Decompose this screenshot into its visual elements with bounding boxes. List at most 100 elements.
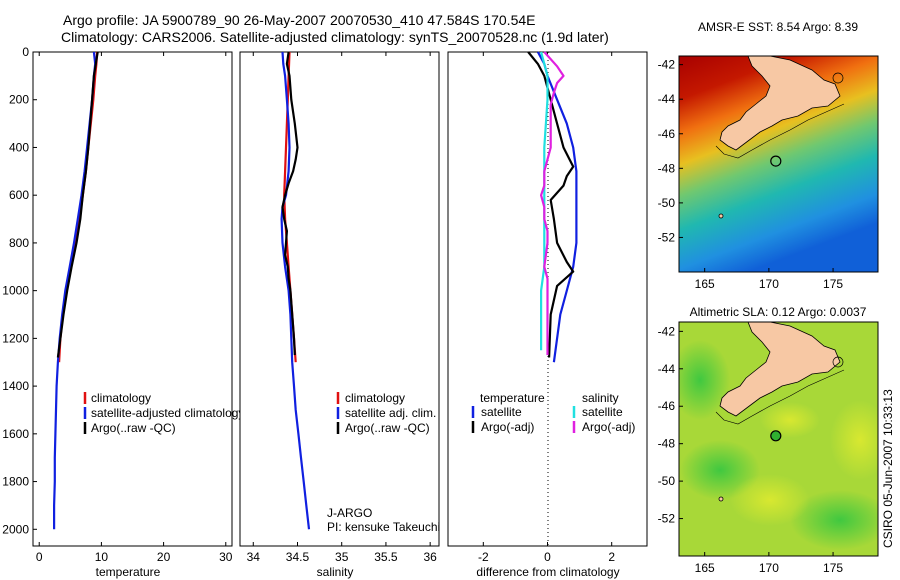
new-zealand-land (719, 322, 841, 417)
x-tick-label: 35.5 (374, 550, 398, 564)
y-tick-label: 1200 (2, 331, 29, 345)
depth-axis: 0 200 400 600 800 1000 1200 1400 1600 1800 2000 (2, 45, 37, 536)
sla-anomaly (830, 400, 878, 480)
small-island (718, 496, 724, 502)
sst-map-frame (678, 55, 879, 273)
legend-label-argo: Argo(..raw -QC) (345, 421, 430, 435)
salinity-legend: climatology satellite adj. clim. Argo(..… (336, 391, 436, 435)
temperature-panel: 0 200 400 600 800 1000 1200 1400 1600 1800 2000 0 1… (2, 45, 244, 579)
legend-label-climatology: climatology (91, 391, 151, 405)
sla-anomaly (760, 402, 820, 438)
legend-label-sal-argo: Argo(-adj) (582, 420, 635, 434)
sla-map-lat-axis: -42 -44 -46 -48 -50 -52 (658, 324, 683, 526)
sla-map-lon-axis: 165 170 175 (695, 552, 843, 575)
lat-tick-label: -46 (658, 127, 676, 141)
legend-label-satellite-adjusted: satellite-adjusted climatology (91, 406, 244, 420)
difference-axis-label: difference from climatology (476, 565, 619, 579)
y-tick-label: 1000 (2, 284, 29, 298)
lon-tick-label: 165 (695, 561, 715, 575)
legend-label-argo: Argo(..raw -QC) (91, 421, 176, 435)
shelf-contour (715, 103, 845, 159)
x-tick-label: 30 (219, 550, 233, 564)
lon-tick-label: 175 (823, 561, 843, 575)
y-tick-label: 1800 (2, 475, 29, 489)
temperature-axis: 0 10 20 30 (36, 52, 233, 564)
y-tick-label: 600 (9, 188, 29, 202)
lat-tick-label: -50 (658, 474, 676, 488)
lat-tick-label: -46 (658, 399, 676, 413)
x-tick-label: 34.5 (286, 550, 310, 564)
sla-map-frame (678, 321, 879, 557)
lat-tick-label: -50 (658, 196, 676, 210)
x-tick-label: 2 (608, 550, 615, 564)
y-tick-label: 800 (9, 236, 29, 250)
lat-tick-label: -42 (658, 324, 676, 338)
salinity-axis: 34 34.5 35 35.5 36 (247, 52, 437, 564)
lat-tick-label: -44 (658, 362, 676, 376)
series-line-salinity-argo-adj (540, 51, 565, 356)
legend-header-salinity: salinity (582, 391, 619, 405)
series-line-temperature-satellite (536, 51, 578, 363)
lon-tick-label: 175 (823, 277, 843, 291)
credit-agency: J-ARGO (327, 506, 372, 520)
sst-map-lat-axis: -42 -44 -46 -48 -50 -52 (658, 58, 683, 244)
temperature-legend: climatology satellite-adjusted climatolo… (83, 391, 244, 435)
x-tick-label: 36 (423, 550, 437, 564)
y-tick-label: 1600 (2, 427, 29, 441)
timestamp-label: CSIRO 05-Jun-2007 10:33:13 (881, 389, 895, 548)
sst-map: AMSR-E SST: 8.54 Argo: 8.39 165 170 175 -4… (658, 20, 879, 291)
salinity-panel: 34 34.5 35 35.5 36 salinity climatology sate… (239, 51, 440, 579)
x-tick-label: 20 (157, 550, 171, 564)
sla-anomaly (730, 474, 810, 526)
argo-location-marker (770, 155, 782, 167)
y-tick-label: 0 (22, 45, 29, 59)
series-line-argo-raw-qc (56, 51, 99, 358)
argo-location-marker (770, 430, 782, 442)
lon-tick-label: 170 (759, 561, 779, 575)
sla-anomaly (790, 490, 878, 550)
sst-map-title: AMSR-E SST: 8.54 Argo: 8.39 (698, 20, 858, 34)
credit-pi: PI: kensuke Takeuchi (327, 520, 440, 534)
temperature-axis-label: temperature (96, 565, 161, 579)
shelf-contour (715, 369, 845, 425)
y-tick-label: 200 (9, 93, 29, 107)
sla-anomaly (679, 340, 730, 420)
small-island (718, 213, 724, 219)
lat-tick-label: -44 (658, 92, 676, 106)
lon-tick-label: 170 (759, 277, 779, 291)
chatham-contour (832, 356, 844, 368)
sla-map: Altimetric SLA: 0.12 Argo: 0.0037 165 170… (658, 305, 879, 575)
lat-tick-label: -48 (658, 437, 676, 451)
title-line-1: Argo profile: JA 5900789_90 26-May-2007 … (63, 12, 536, 28)
x-tick-label: 0 (36, 550, 43, 564)
salinity-axis-label: salinity (317, 565, 354, 579)
temperature-plot-frame (32, 51, 233, 547)
legend-label-sal-satellite: satellite (582, 405, 623, 419)
difference-lines (527, 51, 578, 363)
legend-label-temp-satellite: satellite (481, 405, 522, 419)
legend-header-temperature: temperature (480, 391, 545, 405)
salinity-plot-frame (239, 51, 440, 547)
temperature-lines (53, 51, 99, 530)
lat-tick-label: -52 (658, 512, 676, 526)
x-tick-label: 0 (544, 550, 551, 564)
legend-label-temp-argo: Argo(-adj) (481, 420, 534, 434)
difference-panel: -2 0 2 difference from climatology tempera… (447, 51, 648, 579)
legend-label-satellite-adj: satellite adj. clim. (345, 406, 436, 420)
title-line-2: Climatology: CARS2006. Satellite-adjuste… (61, 29, 609, 45)
y-tick-label: 2000 (2, 522, 29, 536)
lat-tick-label: -52 (658, 230, 676, 244)
y-tick-label: 400 (9, 140, 29, 154)
x-tick-label: 35 (335, 550, 349, 564)
legend-label-climatology: climatology (345, 391, 405, 405)
salinity-lines (280, 51, 311, 530)
difference-legend: temperature salinity satellite Argo(-adj… (471, 391, 635, 434)
lat-tick-label: -42 (658, 58, 676, 72)
series-line-argo-raw-qc (281, 51, 299, 356)
y-tick-label: 1400 (2, 379, 29, 393)
sla-map-title: Altimetric SLA: 0.12 Argo: 0.0037 (690, 305, 867, 319)
series-line-satellite-adj-clim (280, 51, 311, 530)
x-tick-label: -2 (478, 550, 489, 564)
lon-tick-label: 165 (695, 277, 715, 291)
